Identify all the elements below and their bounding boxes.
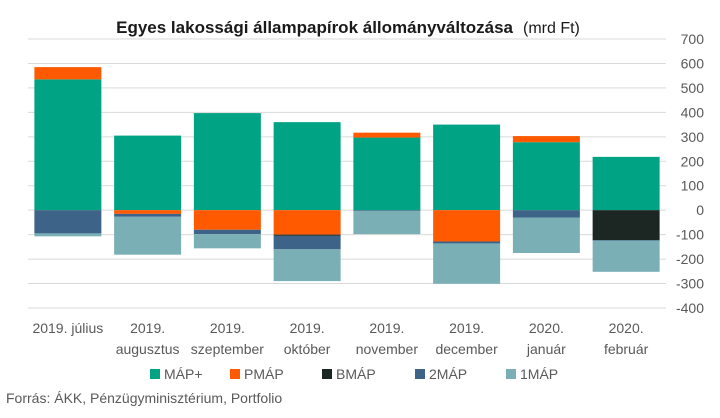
bar-segment [353, 210, 421, 211]
bar-segment [193, 210, 261, 230]
bar-segment [592, 210, 660, 241]
y-tick-label: 500 [681, 80, 705, 96]
chart-title-text: Egyes lakossági állampapírok állományvál… [116, 18, 513, 37]
x-tick-label: 2019. augusztus [116, 320, 180, 357]
bar-segment [114, 210, 182, 214]
x-tick-label-line: 2020. [609, 320, 644, 336]
legend-swatch [230, 369, 240, 379]
bar-segment [512, 136, 580, 143]
x-tick-label-line: október [284, 341, 331, 357]
x-tick-label: 2019. október [284, 320, 331, 357]
legend-label: 1MÁP [520, 366, 558, 382]
bar-segment [193, 229, 261, 235]
y-tick-label: 600 [681, 55, 705, 71]
x-tick-label: 2020. február [604, 320, 649, 357]
y-tick-label: -400 [676, 300, 704, 316]
x-tick-label-line: 2019. [290, 320, 325, 336]
bar-segment [353, 210, 421, 235]
x-tick-label-line: január [526, 341, 566, 357]
bar-segment [34, 67, 102, 80]
bar-segment [273, 235, 341, 250]
x-tick-label-line: február [604, 341, 649, 357]
bar-segment [273, 234, 341, 236]
x-tick-label: 2019. november [356, 320, 419, 357]
y-tick-label: 100 [681, 178, 705, 194]
y-axis: 700 600 500 400 300 200 100 0 -100 -200 -300 -400 [676, 31, 704, 316]
x-tick-label-line: szeptember [191, 341, 264, 357]
y-tick-label: -200 [676, 251, 704, 267]
x-tick-label-line: 2019. [449, 320, 484, 336]
bar-segment [512, 217, 580, 253]
x-tick-label-line: 2019. [210, 320, 245, 336]
bar-segment [592, 156, 660, 211]
bar-segment [353, 132, 421, 138]
legend-label: BMÁP [336, 366, 376, 382]
x-tick-label-line: 2019. július [32, 320, 103, 336]
x-tick-label-line: december [435, 341, 498, 357]
x-tick-label: 2019. július [32, 320, 103, 336]
x-tick-label-line: augusztus [116, 341, 180, 357]
bar-segment [34, 79, 102, 211]
bar-segment [193, 234, 261, 249]
source-note: Forrás: ÁKK, Pénzügyminisztérium, Portfo… [6, 390, 282, 406]
x-tick-label-line: 2019. [369, 320, 404, 336]
x-tick-label-line: 2020. [529, 320, 564, 336]
legend-label: PMÁP [244, 366, 284, 382]
bar-segment [193, 113, 261, 211]
x-tick-label: 2020. január [526, 320, 566, 357]
bar-segment [433, 210, 501, 242]
legend: MÁP+ PMÁP BMÁP 2MÁP 1MÁP [150, 366, 558, 382]
legend-label: 2MÁP [429, 366, 467, 382]
legend-swatch [506, 369, 516, 379]
bar-segment [273, 122, 341, 211]
legend-swatch [322, 369, 332, 379]
y-tick-label: 400 [681, 104, 705, 120]
y-tick-label: 300 [681, 129, 705, 145]
bar-segment [353, 137, 421, 211]
chart-title: Egyes lakossági állampapírok állományvál… [116, 18, 580, 37]
x-tick-label: 2019. december [435, 320, 498, 357]
y-tick-label: 0 [696, 202, 704, 218]
bar-segment [273, 210, 341, 235]
y-tick-label: -300 [676, 276, 704, 292]
bar-segment [592, 240, 660, 272]
bar-segment [114, 135, 182, 211]
bar-segment [273, 249, 341, 282]
bar-segment [512, 210, 580, 218]
bar-segment [114, 216, 182, 255]
bar-segment [512, 142, 580, 211]
bar-segment [433, 124, 501, 211]
chart-title-unit: (mrd Ft) [523, 20, 580, 37]
legend-swatch [150, 369, 160, 379]
x-tick-label-line: 2019. [130, 320, 165, 336]
y-tick-label: -100 [676, 227, 704, 243]
legend-label: MÁP+ [164, 366, 203, 382]
x-tick-label-line: november [356, 341, 419, 357]
y-tick-label: 200 [681, 153, 705, 169]
bar-segment [592, 240, 660, 241]
bars [34, 67, 660, 284]
bar-segment [34, 210, 102, 234]
bar-segment [34, 233, 102, 237]
bar-segment [433, 241, 501, 244]
legend-swatch [415, 369, 425, 379]
x-axis: 2019. július 2019. augusztus 2019. szeptembe… [32, 320, 648, 357]
bar-segment [114, 213, 182, 217]
y-tick-label: 700 [681, 31, 705, 47]
bar-segment [433, 243, 501, 284]
x-tick-label: 2019. szeptember [191, 320, 264, 357]
